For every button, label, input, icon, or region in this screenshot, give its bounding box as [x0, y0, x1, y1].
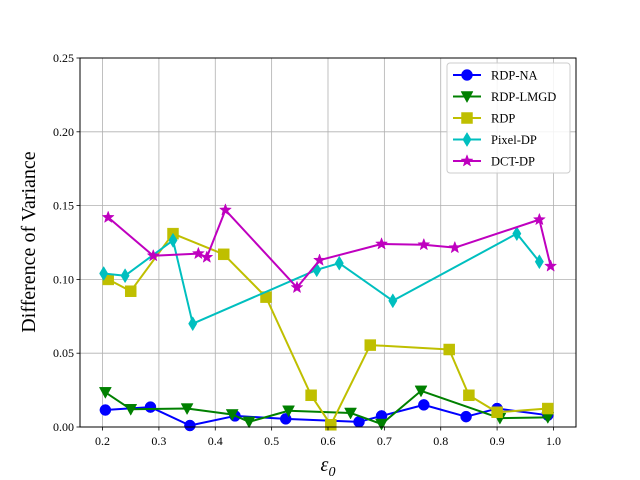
data-point	[217, 248, 230, 261]
legend-marker	[461, 69, 473, 81]
data-point	[512, 226, 522, 242]
data-point	[334, 255, 344, 271]
data-point	[200, 250, 214, 263]
data-point	[532, 212, 546, 226]
data-point	[180, 403, 194, 416]
x-tick-label: 0.7	[377, 434, 392, 448]
data-point	[417, 237, 431, 251]
data-point	[225, 409, 239, 421]
data-point	[418, 399, 430, 411]
data-point	[124, 404, 138, 416]
series-rdp-lmgd	[98, 385, 555, 431]
series-line	[103, 232, 541, 325]
y-axis-ticks: 0.00 0.05 0.10 0.15 0.20 0.25	[53, 51, 80, 434]
data-point	[242, 416, 256, 429]
y-tick-label: 0.15	[53, 199, 74, 213]
legend-item: Pixel-DP	[453, 132, 537, 147]
data-point	[544, 259, 558, 272]
legend-marker	[460, 91, 474, 104]
data-point	[124, 285, 137, 297]
x-tick-label: 0.4	[208, 434, 223, 448]
x-tick-label: 0.8	[433, 434, 448, 448]
data-point	[144, 401, 157, 413]
data-point	[375, 418, 388, 431]
data-point	[290, 280, 304, 294]
legend-box	[446, 62, 571, 174]
data-point	[364, 339, 377, 351]
series-rdp	[102, 227, 554, 431]
data-point	[98, 387, 112, 399]
x-axis-label: ε0	[321, 454, 336, 480]
data-point	[414, 385, 428, 398]
legend-marker	[462, 132, 472, 147]
data-point	[374, 237, 389, 250]
data-point	[534, 254, 544, 270]
data-point	[168, 232, 178, 248]
legend-marker	[461, 112, 473, 124]
data-point	[542, 402, 554, 415]
data-point	[282, 405, 295, 418]
y-tick-label: 0.25	[53, 51, 74, 65]
data-point	[99, 266, 109, 281]
data-point	[463, 389, 475, 402]
data-point	[218, 203, 232, 216]
data-point	[388, 293, 398, 309]
series-dct-dp	[101, 203, 558, 294]
data-point	[460, 410, 472, 423]
y-tick-label: 0.10	[53, 272, 74, 286]
data-point	[99, 404, 112, 416]
legend-item: RDP	[453, 112, 515, 126]
legend-marker	[460, 154, 474, 167]
data-point	[325, 419, 337, 431]
legend-item: DCT-DP	[453, 154, 535, 169]
legend-label: DCT-DP	[491, 155, 535, 169]
data-point	[491, 406, 503, 418]
x-axis-label-subscript: 0	[328, 465, 335, 480]
legend: RDP-NA RDP-LMGD RDP Pixel-DP DCT-DP	[446, 62, 571, 174]
legend-label: RDP-LMGD	[491, 90, 556, 104]
data-point	[443, 343, 455, 356]
legend-label: RDP-NA	[491, 69, 538, 83]
data-point	[344, 407, 357, 420]
data-point	[448, 240, 462, 254]
x-tick-label: 0.2	[95, 434, 110, 448]
data-point	[146, 248, 160, 262]
series-line	[107, 209, 552, 289]
y-tick-label: 0.20	[53, 125, 74, 139]
data-point	[312, 253, 327, 266]
x-axis-ticks: 0.2 0.3 0.4 0.5 0.6 0.7 0.8 0.9 1.0	[95, 427, 561, 448]
x-tick-label: 0.3	[151, 434, 166, 448]
x-tick-label: 0.9	[490, 434, 505, 448]
legend-item: RDP-NA	[453, 69, 538, 83]
data-point	[191, 246, 205, 260]
legend-label: RDP	[491, 112, 515, 126]
legend-label: Pixel-DP	[491, 133, 537, 147]
x-tick-label: 0.6	[321, 434, 336, 448]
data-point	[305, 389, 317, 402]
series-pixel-dp	[99, 226, 544, 332]
legend-item: RDP-LMGD	[453, 90, 556, 104]
data-point	[188, 316, 198, 332]
data-point	[101, 210, 115, 223]
y-tick-label: 0.05	[53, 346, 74, 360]
x-axis-label-main: ε	[321, 454, 329, 476]
y-tick-label: 0.00	[53, 420, 74, 434]
x-tick-label: 0.5	[264, 434, 279, 448]
data-point	[120, 268, 130, 284]
y-axis-label: Difference of Variance	[18, 151, 40, 333]
plot-series	[98, 203, 558, 432]
data-point	[184, 419, 196, 432]
x-tick-label: 1.0	[546, 434, 561, 448]
